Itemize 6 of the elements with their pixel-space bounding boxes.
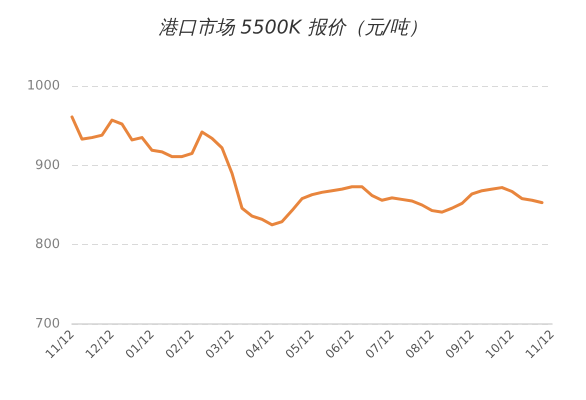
- y-tick-label: 800: [35, 237, 60, 252]
- y-tick-label: 700: [35, 316, 60, 332]
- y-tick-label: 900: [35, 158, 60, 173]
- chart-title: 港口市场 5500K 报价（元/吨）: [158, 16, 428, 38]
- y-tick-label: 1000: [26, 78, 60, 94]
- line-series: [70, 115, 544, 226]
